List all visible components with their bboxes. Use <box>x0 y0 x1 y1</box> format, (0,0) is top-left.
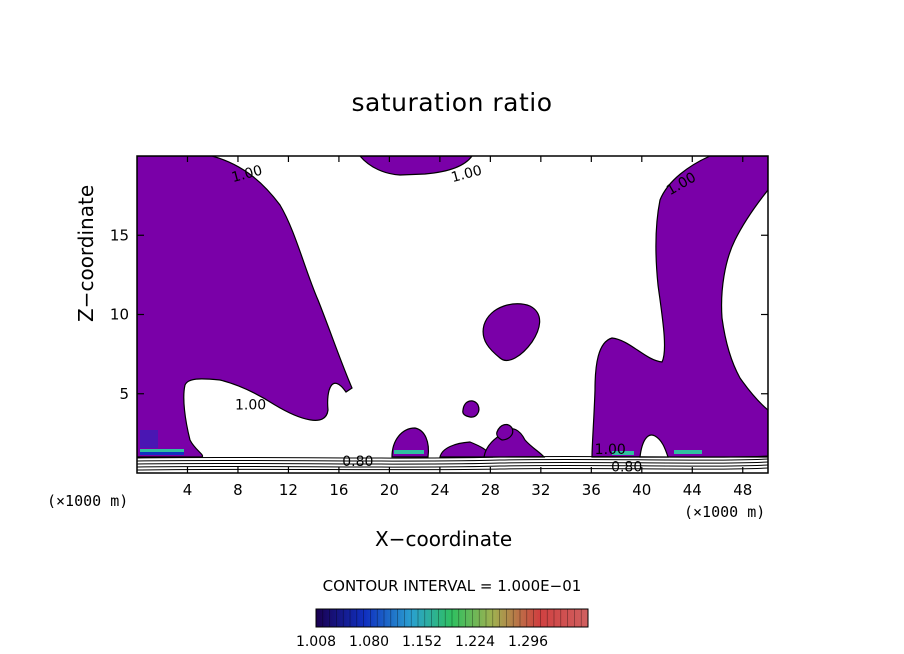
x-ticks: 4 8 12 16 20 24 28 32 36 40 44 48 <box>183 156 752 499</box>
x-tick-label: 36 <box>582 481 601 499</box>
contour-label: 1.00 <box>230 163 264 187</box>
contour-label: 1.00 <box>595 442 626 458</box>
x-tick-label: 12 <box>279 481 298 499</box>
supersaturated-region-top <box>359 156 473 176</box>
y-ticks: 5 10 15 <box>110 226 768 403</box>
contour-fill-layer <box>137 156 768 471</box>
contour-label: 0.80 <box>611 459 642 475</box>
y-axis-unit: (×1000 m) <box>47 492 129 510</box>
colorbar-ticks: 1.008 1.080 1.152 1.224 1.296 <box>296 634 548 650</box>
colorbar-tick-label: 1.152 <box>402 634 442 650</box>
x-tick-label: 24 <box>430 481 449 499</box>
x-tick-label: 40 <box>632 481 651 499</box>
x-tick-label: 32 <box>531 481 550 499</box>
x-axis-unit: (×1000 m) <box>684 503 766 521</box>
supersaturated-region-right <box>591 156 768 458</box>
y-tick-label: 10 <box>110 306 129 324</box>
contour-interval-text: CONTOUR INTERVAL = 1.000E−01 <box>322 577 582 595</box>
x-axis-label: X−coordinate <box>375 527 513 551</box>
contour-label: 1.00 <box>449 163 483 187</box>
supersaturated-region-left <box>137 156 353 458</box>
colorbar-stripes <box>322 609 582 627</box>
x-tick-label: 28 <box>481 481 500 499</box>
x-tick-label: 8 <box>233 481 243 499</box>
chart-title: saturation ratio <box>351 88 553 117</box>
supersaturated-region-mid <box>482 303 541 362</box>
x-tick-label: 16 <box>329 481 348 499</box>
low-level-contours <box>137 455 768 471</box>
y-tick-label: 5 <box>119 385 129 403</box>
y-tick-label: 15 <box>110 226 129 244</box>
colorbar-tick-label: 1.008 <box>296 634 336 650</box>
x-tick-label: 48 <box>733 481 752 499</box>
colorbar-tick-label: 1.080 <box>349 634 389 650</box>
x-tick-label: 20 <box>380 481 399 499</box>
colorbar-tick-label: 1.224 <box>455 634 495 650</box>
contour-label: 0.80 <box>342 454 373 470</box>
colorbar-tick-label: 1.296 <box>508 634 548 650</box>
x-tick-label: 4 <box>183 481 193 499</box>
x-tick-label: 44 <box>683 481 702 499</box>
contour-label: 1.00 <box>235 398 266 414</box>
